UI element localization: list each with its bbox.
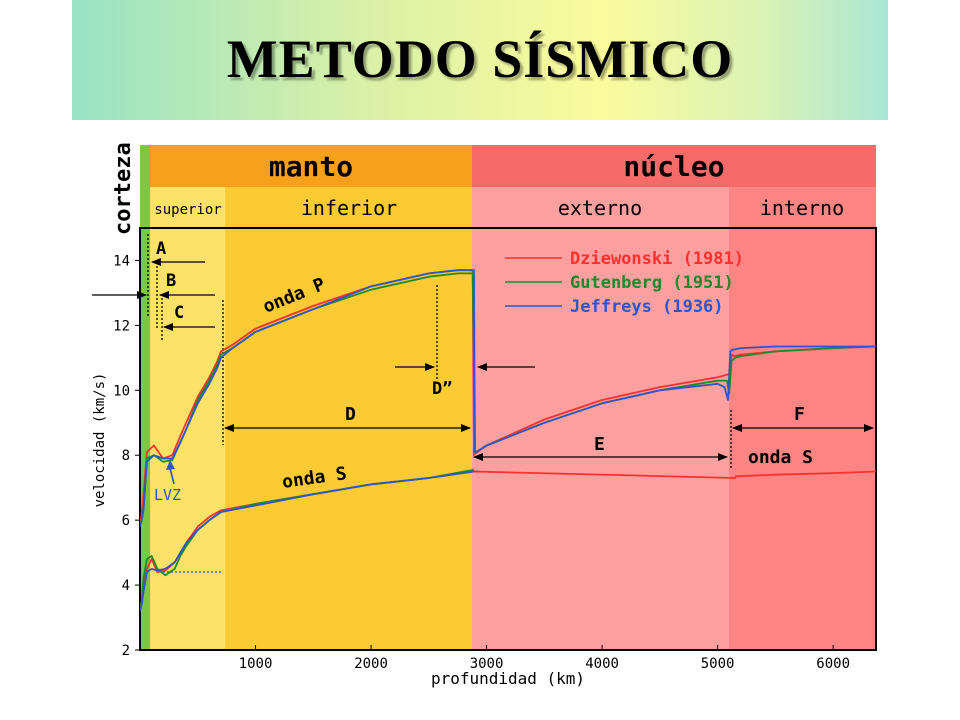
inner-s-wave-label: onda S: [748, 447, 813, 468]
series-line-3: [140, 470, 876, 612]
seismic-velocity-chart: manto núcleo superior inferior externo i…: [92, 142, 877, 688]
lvz-label: LVZ: [154, 486, 181, 504]
outer-core-label: externo: [558, 196, 642, 220]
legend-entry: Dziewonski (1981): [570, 249, 744, 269]
series-line-5: [140, 470, 475, 612]
x-tick-label: 1000: [239, 656, 273, 672]
x-axis: 1000 2000 3000 4000 5000 6000: [239, 645, 850, 672]
y-tick-label: 14: [113, 253, 130, 269]
annotation-E: E: [594, 434, 605, 455]
y-tick-label: 12: [113, 318, 130, 334]
annotation-C: C: [174, 303, 184, 323]
lower-mantle-label: inferior: [301, 196, 397, 220]
title-banner: METODO SÍSMICO: [72, 0, 888, 120]
y-axis-label: velocidad (km/s): [92, 373, 108, 508]
series-layer: [140, 269, 876, 612]
mantle-header-label: manto: [269, 150, 353, 183]
x-tick-label: 4000: [585, 656, 619, 672]
y-axis: 2 4 6 8 10 12 14: [113, 253, 140, 659]
inner-core-region: [729, 187, 876, 650]
x-tick-label: 3000: [470, 656, 504, 672]
x-tick-label: 6000: [816, 656, 850, 672]
core-header: [472, 145, 876, 187]
mantle-header: [150, 145, 472, 187]
series-line-2: [140, 269, 876, 527]
plot-frame: [139, 227, 877, 651]
y-tick-label: 10: [113, 383, 130, 399]
annotations: [92, 234, 874, 573]
crust-label: corteza: [111, 142, 136, 235]
core-header-label: núcleo: [623, 150, 724, 183]
legend: Dziewonski (1981) Gutenberg (1951) Jeffrey…: [505, 249, 744, 317]
annotation-B: B: [166, 271, 176, 291]
upper-mantle-label: superior: [154, 202, 221, 218]
page-title: METODO SÍSMICO: [226, 29, 734, 89]
y-tick-label: 8: [122, 448, 130, 464]
inner-core-label: interno: [760, 196, 844, 220]
y-tick-label: 6: [122, 513, 130, 529]
x-tick-label: 2000: [354, 656, 388, 672]
annotation-F: F: [794, 404, 805, 425]
x-tick-label: 5000: [701, 656, 735, 672]
x-axis-label: profundidad (km): [431, 669, 585, 688]
annotation-A: A: [156, 239, 166, 259]
legend-entry: Gutenberg (1951): [570, 273, 734, 293]
crust-strip: [140, 145, 150, 650]
legend-entry: Jeffreys (1936): [570, 297, 724, 317]
y-tick-label: 2: [122, 643, 130, 659]
y-tick-label: 4: [122, 578, 130, 594]
lower-mantle-region: [225, 187, 472, 650]
outer-core-region: [472, 187, 729, 650]
annotation-D: D: [345, 404, 356, 425]
series-line-1: [140, 272, 876, 527]
annotation-D2: D”: [432, 379, 452, 399]
